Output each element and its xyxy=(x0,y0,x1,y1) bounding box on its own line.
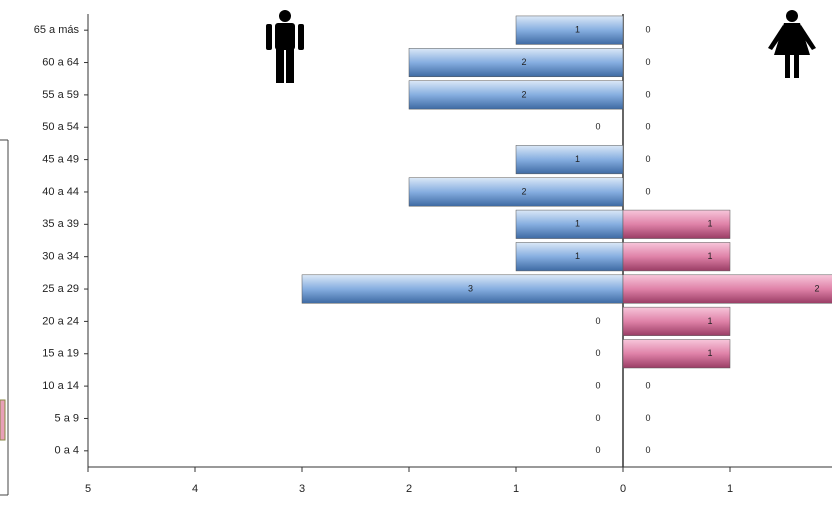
x-tick-label: 0 xyxy=(620,483,626,495)
value-label: 0 xyxy=(645,186,650,196)
value-label: 1 xyxy=(575,251,580,261)
value-label: 0 xyxy=(645,413,650,423)
value-label: 1 xyxy=(707,251,712,261)
value-label: 1 xyxy=(707,219,712,229)
x-tick-label: 3 xyxy=(299,483,305,495)
y-tick-label: 5 a 9 xyxy=(55,412,79,424)
value-label: 0 xyxy=(645,380,650,390)
value-label: 0 xyxy=(645,25,650,35)
value-label: 1 xyxy=(707,348,712,358)
y-tick-label: 65 a más xyxy=(34,24,80,36)
y-tick-label: 35 a 39 xyxy=(42,218,79,230)
value-label: 0 xyxy=(645,445,650,455)
value-label: 1 xyxy=(575,25,580,35)
value-label: 0 xyxy=(595,413,600,423)
y-tick-label: 25 a 29 xyxy=(42,283,79,295)
bar xyxy=(622,242,731,272)
bar xyxy=(622,306,731,336)
y-tick-label: 45 a 49 xyxy=(42,154,79,166)
value-label: 2 xyxy=(521,57,526,67)
bar xyxy=(408,177,624,207)
y-tick-label: 60 a 64 xyxy=(42,56,79,68)
female-icon xyxy=(768,10,816,78)
value-label: 0 xyxy=(645,122,650,132)
x-tick-label: 1 xyxy=(513,483,519,495)
y-tick-label: 55 a 59 xyxy=(42,89,79,101)
bar xyxy=(408,80,624,110)
value-label: 0 xyxy=(595,122,600,132)
value-label: 0 xyxy=(645,154,650,164)
bar xyxy=(515,15,624,45)
y-tick-label: 15 a 19 xyxy=(42,348,79,360)
x-tick-label: 4 xyxy=(192,483,198,495)
bar xyxy=(622,274,832,304)
y-tick-label: 30 a 34 xyxy=(42,251,79,263)
value-label: 2 xyxy=(814,283,819,293)
value-label: 2 xyxy=(521,186,526,196)
male-icon xyxy=(266,10,304,83)
bar xyxy=(515,145,624,175)
bar xyxy=(622,209,731,239)
bar xyxy=(301,274,624,304)
bar xyxy=(515,242,624,272)
value-label: 3 xyxy=(468,283,473,293)
bar xyxy=(515,209,624,239)
y-tick-label: 50 a 54 xyxy=(42,121,79,133)
x-tick-label: 1 xyxy=(727,483,733,495)
y-tick-label: 0 a 4 xyxy=(55,445,79,457)
value-label: 0 xyxy=(645,57,650,67)
value-label: 1 xyxy=(575,219,580,229)
value-label: 1 xyxy=(707,316,712,326)
left-fragment xyxy=(0,139,9,496)
bar xyxy=(408,48,624,78)
x-tick-label: 5 xyxy=(85,483,91,495)
value-label: 0 xyxy=(595,316,600,326)
y-tick-label: 10 a 14 xyxy=(42,380,79,392)
value-label: 0 xyxy=(595,380,600,390)
bar xyxy=(622,339,731,369)
y-tick-label: 40 a 44 xyxy=(42,186,79,198)
value-label: 0 xyxy=(645,89,650,99)
value-label: 0 xyxy=(595,445,600,455)
value-label: 2 xyxy=(521,89,526,99)
x-tick-label: 2 xyxy=(406,483,412,495)
y-tick-label: 20 a 24 xyxy=(42,315,79,327)
value-label: 1 xyxy=(575,154,580,164)
value-label: 0 xyxy=(595,348,600,358)
